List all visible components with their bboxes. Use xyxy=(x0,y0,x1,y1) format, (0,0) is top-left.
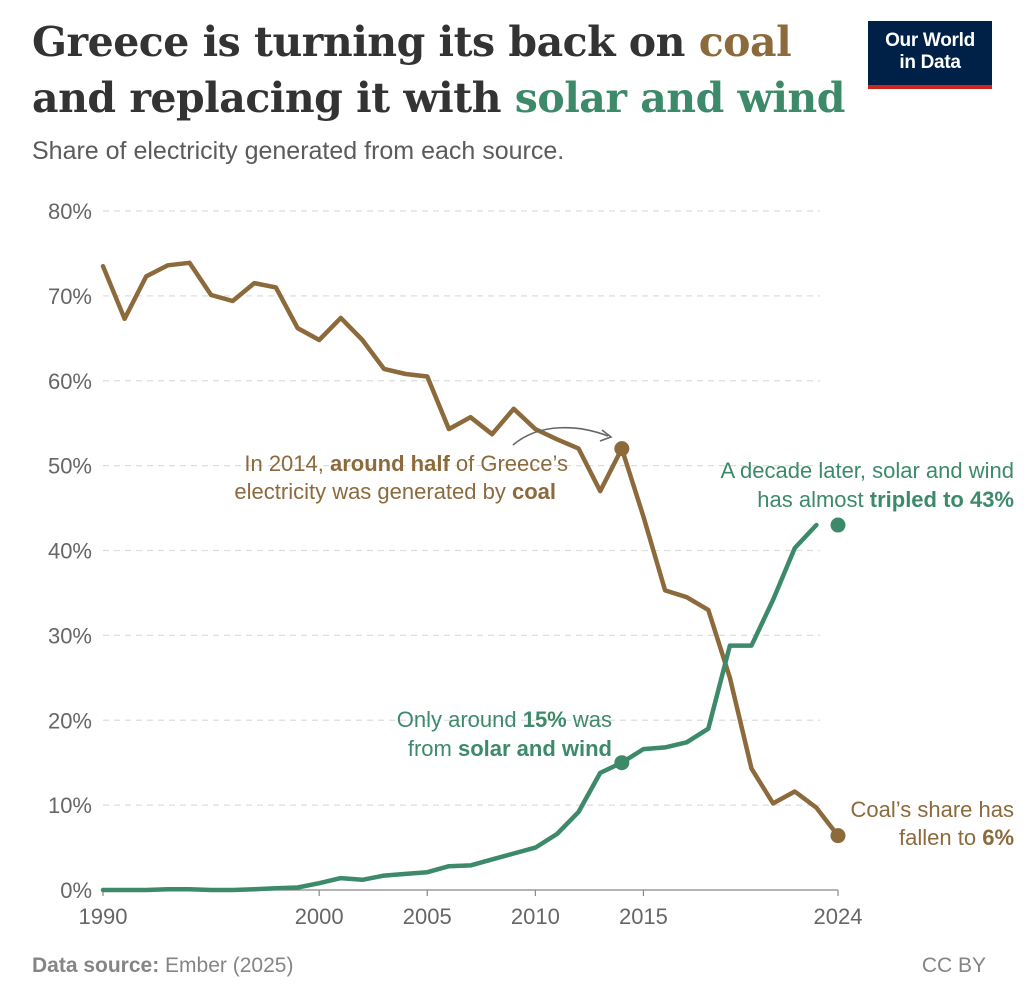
series-lines xyxy=(100,260,841,893)
annotation-sw-2014-line-2: from solar and wind xyxy=(408,736,612,761)
ann-text: was xyxy=(567,707,612,732)
ann-text: Only around xyxy=(397,707,523,732)
x-tick-label: 2010 xyxy=(511,904,560,929)
data-point-solar-wind-2024[interactable] xyxy=(830,517,846,533)
y-tick-label: 0% xyxy=(60,878,92,903)
annotation-coal-2024-line-2: fallen to 6% xyxy=(899,825,1014,850)
x-tick-label: 2024 xyxy=(814,904,863,929)
logo-line-2: in Data xyxy=(899,52,961,73)
y-tick-label: 70% xyxy=(48,284,92,309)
series-line-coal[interactable] xyxy=(100,260,841,838)
license[interactable]: CC BY xyxy=(921,954,986,977)
y-tick-label: 40% xyxy=(48,539,92,564)
annotation-coal-2024-line-1: Coal’s share has xyxy=(851,797,1014,822)
ann-bold: tripled to 43% xyxy=(870,487,1014,512)
data-point-coal-2014[interactable] xyxy=(614,441,630,457)
title-highlight-coal: coal xyxy=(698,18,792,66)
annotation-coal-2014-line-2: electricity was generated by coal xyxy=(234,479,556,504)
annotation-sw-2024-line-1: A decade later, solar and wind xyxy=(720,458,1014,483)
logo-line-1: Our World xyxy=(885,30,975,51)
annotation-solar-wind-2024: A decade later, solar and wind has almos… xyxy=(720,458,1014,512)
ann-bold: coal xyxy=(512,479,556,504)
ann-text: In 2014, xyxy=(244,451,330,476)
owid-logo[interactable]: Our World in Data xyxy=(868,21,992,89)
y-tick-label: 30% xyxy=(48,623,92,648)
annotation-sw-2024-line-2: has almost tripled to 43% xyxy=(757,487,1014,512)
title-highlight-solar-wind: solar and wind xyxy=(514,74,846,122)
logo-text: Our World in Data xyxy=(868,21,992,74)
y-tick-label: 80% xyxy=(48,199,92,224)
chart-subtitle: Share of electricity generated from each… xyxy=(32,137,565,165)
x-tick-label: 2000 xyxy=(295,904,344,929)
title-line-1: Greece is turning its back on coal xyxy=(32,14,832,70)
annotation-solar-wind-2014: Only around 15% was from solar and wind xyxy=(397,707,612,761)
annotation-coal-2014: In 2014, around half of Greece’s electri… xyxy=(234,451,568,504)
y-tick-label: 60% xyxy=(48,369,92,394)
x-axis: 1990 2000 2005 2010 2015 2024 xyxy=(79,889,863,929)
y-tick-label: 50% xyxy=(48,454,92,479)
ann-bold: 15% xyxy=(523,707,567,732)
gridlines xyxy=(103,210,820,806)
y-axis-ticks: 0% 10% 20% 30% 40% 50% 60% 70% 80% xyxy=(48,199,92,903)
x-tick-label: 2015 xyxy=(619,904,668,929)
x-tick-label: 1990 xyxy=(79,904,128,929)
ann-bold: around half xyxy=(330,451,450,476)
ann-bold: solar and wind xyxy=(458,736,612,761)
highlight-points xyxy=(614,441,846,844)
title-line-2-text: and replacing it with xyxy=(32,74,515,122)
data-source: Data source: Ember (2025) xyxy=(32,954,293,978)
y-tick-label: 10% xyxy=(48,793,92,818)
y-tick-label: 20% xyxy=(48,708,92,733)
annotation-arrow xyxy=(512,426,613,446)
data-source-link[interactable]: Ember (2025) xyxy=(159,954,294,977)
ann-text: of Greece’s xyxy=(450,451,568,476)
data-source-label: Data source: xyxy=(32,954,160,977)
chart-title: Greece is turning its back on coal and r… xyxy=(32,14,845,126)
ann-text: fallen to xyxy=(899,825,982,850)
annotation-sw-2014-line-1: Only around 15% was xyxy=(397,707,612,732)
annotation-coal-2014-line-1: In 2014, around half of Greece’s xyxy=(244,451,568,476)
series-line-solar-wind[interactable] xyxy=(100,522,819,893)
title-line-1-text: Greece is turning its back on xyxy=(32,18,699,66)
ann-text: from xyxy=(408,736,458,761)
annotation-arrow-path xyxy=(512,426,609,446)
annotation-arrowhead xyxy=(599,429,613,442)
ann-bold: 6% xyxy=(982,825,1014,850)
data-point-coal-2024[interactable] xyxy=(830,828,846,844)
x-tick-label: 2005 xyxy=(403,904,452,929)
annotation-coal-2024: Coal’s share has fallen to 6% xyxy=(851,797,1014,850)
title-line-2: and replacing it with solar and wind xyxy=(32,70,845,126)
ann-text: has almost xyxy=(757,487,870,512)
data-point-solar-wind-2014[interactable] xyxy=(614,755,630,771)
ann-text: electricity was generated by xyxy=(234,479,512,504)
